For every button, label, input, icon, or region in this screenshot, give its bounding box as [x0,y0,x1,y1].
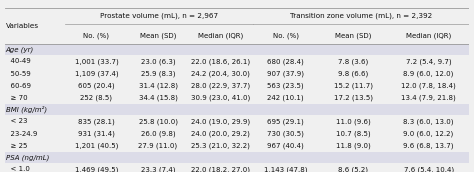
Text: 50-59: 50-59 [6,71,30,77]
Text: Transition zone volume (mL), n = 2,392: Transition zone volume (mL), n = 2,392 [290,12,432,19]
Text: 7.2 (5.4, 9.7): 7.2 (5.4, 9.7) [406,58,451,65]
Text: 8.9 (6.0, 12.0): 8.9 (6.0, 12.0) [403,70,454,77]
Text: 7.8 (3.6): 7.8 (3.6) [338,58,368,65]
Text: 835 (28.1): 835 (28.1) [78,118,115,125]
Text: 967 (40.4): 967 (40.4) [267,142,304,149]
Text: Age (yr): Age (yr) [6,46,34,53]
Text: 9.6 (6.8, 13.7): 9.6 (6.8, 13.7) [403,142,454,149]
Text: BMI (kg/m²): BMI (kg/m²) [6,106,47,113]
Text: 17.2 (13.5): 17.2 (13.5) [334,95,373,101]
Text: 25.9 (8.3): 25.9 (8.3) [141,70,175,77]
Text: Median (IQR): Median (IQR) [406,32,451,39]
Text: 730 (30.5): 730 (30.5) [267,130,304,137]
Text: 34.4 (15.8): 34.4 (15.8) [138,95,177,101]
Text: 23-24.9: 23-24.9 [6,131,37,137]
Text: 12.0 (7.8, 18.4): 12.0 (7.8, 18.4) [401,82,456,89]
Text: No. (%): No. (%) [273,32,299,39]
Text: 24.2 (20.4, 30.0): 24.2 (20.4, 30.0) [191,70,250,77]
Text: 26.0 (9.8): 26.0 (9.8) [141,130,175,137]
Text: 31.4 (12.8): 31.4 (12.8) [138,82,178,89]
Text: Median (IQR): Median (IQR) [198,32,243,39]
Text: 30.9 (23.0, 41.0): 30.9 (23.0, 41.0) [191,95,250,101]
Text: 8.3 (6.0, 13.0): 8.3 (6.0, 13.0) [403,118,454,125]
Text: 680 (28.4): 680 (28.4) [267,58,304,65]
Text: 28.0 (22.9, 37.7): 28.0 (22.9, 37.7) [191,82,250,89]
Text: 907 (37.9): 907 (37.9) [267,70,304,77]
Text: ≥ 70: ≥ 70 [6,95,27,101]
Text: 1,469 (49.5): 1,469 (49.5) [75,166,118,172]
Text: 8.6 (5.2): 8.6 (5.2) [338,166,368,172]
Text: 252 (8.5): 252 (8.5) [81,95,112,101]
Text: 242 (10.1): 242 (10.1) [267,95,304,101]
Text: Prostate volume (mL), n = 2,967: Prostate volume (mL), n = 2,967 [100,12,218,19]
Text: ≥ 25: ≥ 25 [6,143,27,149]
Text: 22.0 (18.2, 27.0): 22.0 (18.2, 27.0) [191,166,250,172]
Text: 9.8 (6.6): 9.8 (6.6) [338,70,368,77]
Text: 13.4 (7.9, 21.8): 13.4 (7.9, 21.8) [401,95,456,101]
Text: 25.3 (21.0, 32.2): 25.3 (21.0, 32.2) [191,142,250,149]
Text: No. (%): No. (%) [83,32,109,39]
Text: 23.3 (7.4): 23.3 (7.4) [141,166,175,172]
Text: 7.6 (5.4, 10.4): 7.6 (5.4, 10.4) [403,166,454,172]
Text: < 23: < 23 [6,118,27,124]
Text: 27.9 (11.0): 27.9 (11.0) [138,142,178,149]
Text: 40-49: 40-49 [6,58,30,64]
Text: 9.0 (6.0, 12.2): 9.0 (6.0, 12.2) [403,130,454,137]
Text: Mean (SD): Mean (SD) [140,32,176,39]
Text: 11.0 (9.6): 11.0 (9.6) [336,118,371,125]
Text: 10.7 (8.5): 10.7 (8.5) [336,130,371,137]
Bar [5,44,469,55]
Text: 11.8 (9.0): 11.8 (9.0) [336,142,371,149]
Text: 605 (20.4): 605 (20.4) [78,82,115,89]
Bar [5,104,469,115]
Text: PSA (ng/mL): PSA (ng/mL) [6,154,49,161]
Text: Mean (SD): Mean (SD) [335,32,371,39]
Text: 25.8 (10.0): 25.8 (10.0) [138,118,178,125]
Text: 1,001 (33.7): 1,001 (33.7) [74,58,118,65]
Text: < 1.0: < 1.0 [6,166,29,172]
Text: 24.0 (20.0, 29.2): 24.0 (20.0, 29.2) [191,130,250,137]
Text: 695 (29.1): 695 (29.1) [267,118,304,125]
Text: 60-69: 60-69 [6,83,31,89]
Text: 15.2 (11.7): 15.2 (11.7) [334,82,373,89]
Text: 22.0 (18.6, 26.1): 22.0 (18.6, 26.1) [191,58,250,65]
Text: Variables: Variables [6,23,39,29]
Text: 1,201 (40.5): 1,201 (40.5) [75,142,118,149]
Bar [5,152,469,163]
Text: 23.0 (6.3): 23.0 (6.3) [141,58,175,65]
Text: 1,109 (37.4): 1,109 (37.4) [75,70,118,77]
Text: 563 (23.5): 563 (23.5) [267,82,304,89]
Text: 1,143 (47.8): 1,143 (47.8) [264,166,308,172]
Text: 931 (31.4): 931 (31.4) [78,130,115,137]
Text: 24.0 (19.0, 29.9): 24.0 (19.0, 29.9) [191,118,250,125]
